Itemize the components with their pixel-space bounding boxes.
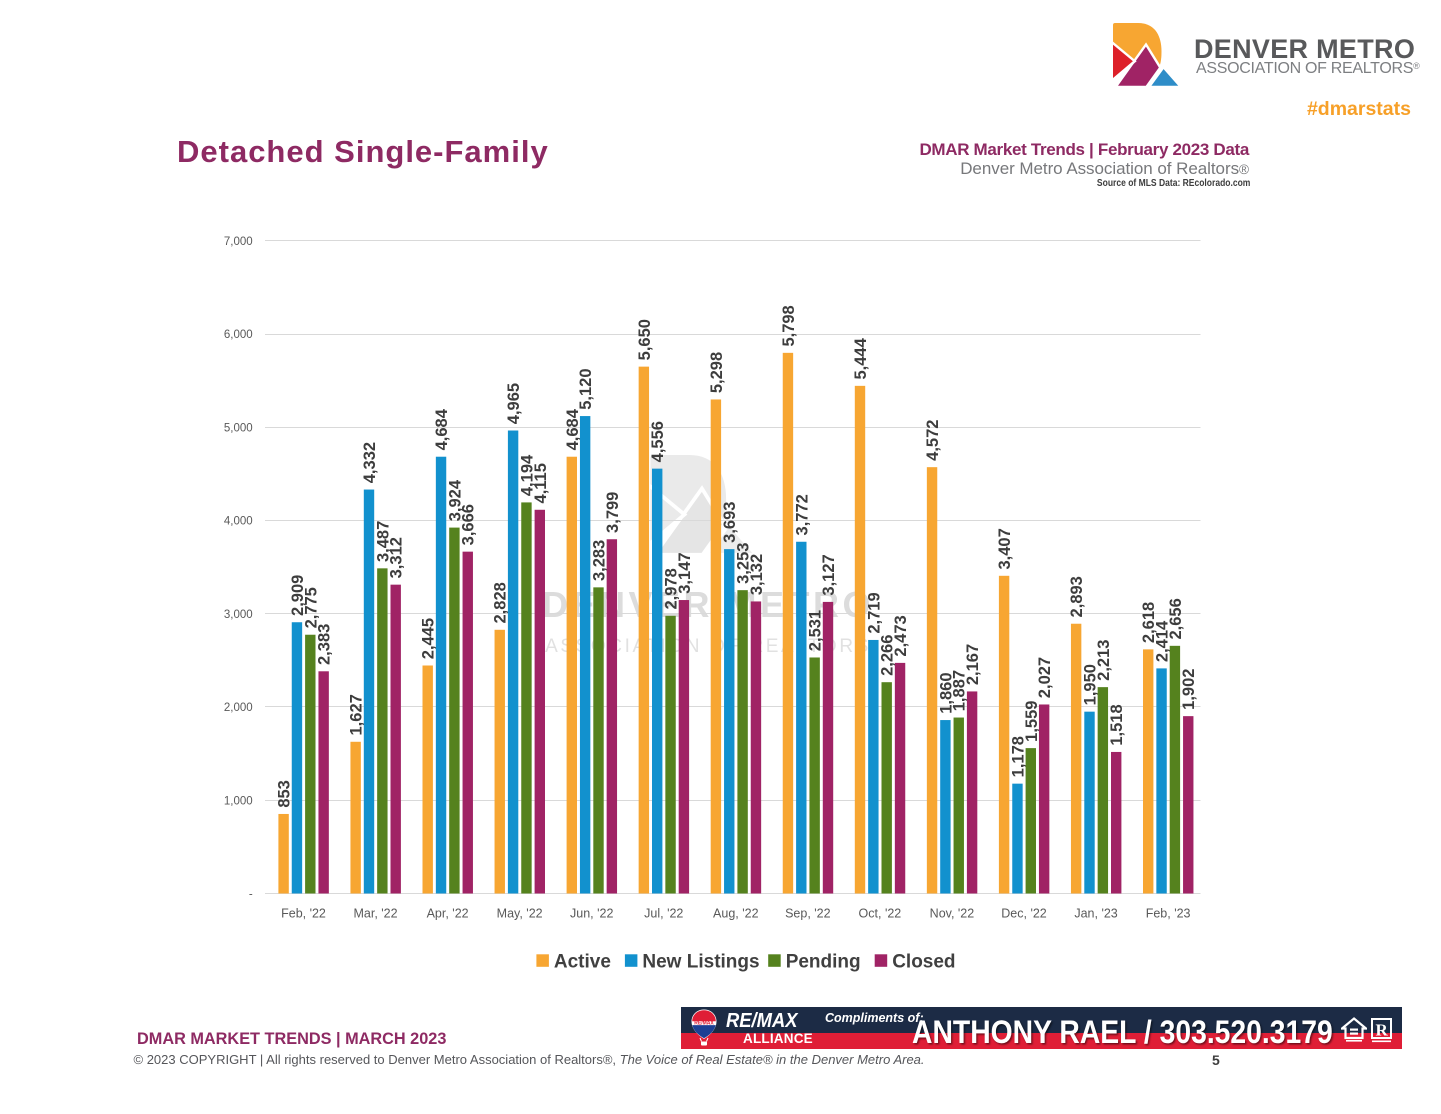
svg-text:2,383: 2,383 bbox=[316, 624, 334, 665]
svg-text:2,828: 2,828 bbox=[492, 582, 510, 623]
svg-text:Jan, '23: Jan, '23 bbox=[1074, 907, 1117, 921]
svg-text:2,027: 2,027 bbox=[1036, 657, 1054, 698]
svg-text:3,147: 3,147 bbox=[676, 552, 694, 593]
svg-text:2,775: 2,775 bbox=[302, 587, 320, 628]
svg-text:3,666: 3,666 bbox=[460, 504, 478, 545]
svg-text:853: 853 bbox=[276, 780, 294, 808]
svg-text:2,909: 2,909 bbox=[289, 575, 307, 616]
svg-text:5,650: 5,650 bbox=[636, 319, 654, 360]
svg-text:3,253: 3,253 bbox=[735, 543, 753, 584]
svg-text:1,887: 1,887 bbox=[951, 670, 969, 711]
svg-text:4,572: 4,572 bbox=[924, 420, 942, 461]
svg-text:2,000: 2,000 bbox=[224, 702, 253, 714]
svg-text:6,000: 6,000 bbox=[224, 329, 253, 341]
svg-text:2,266: 2,266 bbox=[879, 635, 897, 676]
svg-text:1,860: 1,860 bbox=[937, 672, 955, 713]
svg-text:3,799: 3,799 bbox=[604, 492, 622, 533]
svg-text:2,167: 2,167 bbox=[964, 644, 982, 685]
svg-text:4,556: 4,556 bbox=[649, 421, 667, 462]
svg-text:2,445: 2,445 bbox=[420, 618, 438, 659]
svg-text:1,559: 1,559 bbox=[1023, 701, 1041, 742]
svg-text:4,684: 4,684 bbox=[433, 408, 451, 450]
svg-text:7,000: 7,000 bbox=[224, 236, 253, 248]
svg-text:Feb, '23: Feb, '23 bbox=[1146, 907, 1191, 921]
svg-text:Jun, '22: Jun, '22 bbox=[570, 907, 613, 921]
svg-text:2,531: 2,531 bbox=[807, 610, 825, 651]
svg-text:3,924: 3,924 bbox=[446, 479, 464, 521]
svg-text:Sep, '22: Sep, '22 bbox=[785, 907, 831, 921]
svg-text:1,178: 1,178 bbox=[1009, 736, 1027, 777]
svg-text:5,798: 5,798 bbox=[780, 305, 798, 346]
svg-text:Mar, '22: Mar, '22 bbox=[354, 907, 398, 921]
svg-text:R: R bbox=[1376, 1021, 1389, 1040]
svg-text:Closed: Closed bbox=[892, 952, 955, 973]
svg-text:3,283: 3,283 bbox=[591, 540, 609, 581]
svg-text:1,902: 1,902 bbox=[1180, 669, 1198, 710]
svg-text:-: - bbox=[249, 889, 253, 901]
svg-text:Apr, '22: Apr, '22 bbox=[427, 907, 469, 921]
svg-text:May, '22: May, '22 bbox=[497, 907, 543, 921]
svg-text:2,618: 2,618 bbox=[1140, 602, 1158, 643]
svg-text:Active: Active bbox=[554, 952, 611, 973]
svg-text:1,000: 1,000 bbox=[224, 795, 253, 807]
svg-text:Oct, '22: Oct, '22 bbox=[859, 907, 902, 921]
svg-text:1,950: 1,950 bbox=[1082, 664, 1100, 705]
svg-text:2,978: 2,978 bbox=[663, 568, 681, 609]
svg-text:2,893: 2,893 bbox=[1068, 576, 1086, 617]
svg-text:Feb, '22: Feb, '22 bbox=[281, 907, 326, 921]
svg-text:3,000: 3,000 bbox=[224, 609, 253, 621]
svg-text:4,115: 4,115 bbox=[532, 463, 550, 503]
svg-text:4,000: 4,000 bbox=[224, 516, 253, 528]
svg-text:RE/MAX: RE/MAX bbox=[694, 1021, 714, 1027]
svg-text:Jul, '22: Jul, '22 bbox=[644, 907, 683, 921]
svg-text:3,772: 3,772 bbox=[793, 494, 811, 535]
svg-text:4,332: 4,332 bbox=[361, 442, 379, 483]
svg-text:2,213: 2,213 bbox=[1095, 640, 1113, 681]
svg-text:3,407: 3,407 bbox=[996, 528, 1014, 569]
svg-text:1,627: 1,627 bbox=[348, 694, 366, 735]
svg-text:Nov, '22: Nov, '22 bbox=[930, 907, 975, 921]
svg-text:1,518: 1,518 bbox=[1108, 704, 1126, 745]
svg-text:3,693: 3,693 bbox=[721, 502, 739, 543]
svg-text:2,414: 2,414 bbox=[1154, 620, 1172, 662]
svg-text:Dec, '22: Dec, '22 bbox=[1001, 907, 1047, 921]
svg-text:5,298: 5,298 bbox=[708, 352, 726, 393]
svg-text:2,656: 2,656 bbox=[1167, 598, 1185, 639]
svg-text:5,120: 5,120 bbox=[577, 368, 595, 409]
svg-text:2,719: 2,719 bbox=[865, 592, 883, 633]
svg-text:4,194: 4,194 bbox=[518, 454, 536, 496]
svg-text:3,312: 3,312 bbox=[388, 537, 406, 578]
svg-text:2,473: 2,473 bbox=[892, 615, 910, 656]
svg-text:4,965: 4,965 bbox=[505, 383, 523, 424]
svg-text:4,684: 4,684 bbox=[564, 408, 582, 450]
svg-text:Pending: Pending bbox=[786, 952, 861, 973]
svg-text:New Listings: New Listings bbox=[642, 952, 759, 973]
svg-text:3,132: 3,132 bbox=[748, 554, 766, 595]
svg-text:Aug, '22: Aug, '22 bbox=[713, 907, 759, 921]
svg-text:5,000: 5,000 bbox=[224, 422, 253, 434]
svg-text:3,127: 3,127 bbox=[820, 554, 838, 595]
svg-text:3,487: 3,487 bbox=[374, 521, 392, 562]
svg-text:5,444: 5,444 bbox=[852, 337, 870, 379]
